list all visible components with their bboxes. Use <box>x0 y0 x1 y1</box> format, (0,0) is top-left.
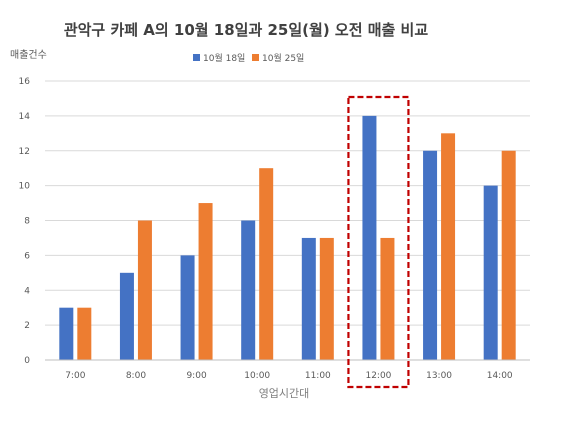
legend-swatch <box>252 54 259 61</box>
bar-series-2 <box>77 307 92 360</box>
bar-series-2 <box>441 133 456 360</box>
bar-series-2 <box>501 150 516 360</box>
x-tick-label: 8:00 <box>126 371 146 381</box>
x-tick-label: 10:00 <box>244 371 270 381</box>
y-tick-label: 8 <box>24 217 30 227</box>
x-tick-label: 13:00 <box>426 371 452 381</box>
y-tick-label: 10 <box>19 182 31 192</box>
y-tick-label: 12 <box>19 147 30 157</box>
x-axis-label: 영업시간대 <box>259 387 310 400</box>
bar-series-1 <box>362 115 377 360</box>
x-tick-label: 9:00 <box>186 371 206 381</box>
y-tick-label: 16 <box>19 77 31 87</box>
legend-label: 10월 25일 <box>262 52 304 64</box>
legend-swatch <box>193 54 200 61</box>
x-axis-ticks: 7:00 8:00 9:00 10:00 11:00 12:00 13:00 14:00 <box>65 371 513 381</box>
y-tick-label: 6 <box>24 251 30 261</box>
bars <box>59 115 516 360</box>
y-tick-label: 0 <box>24 356 30 366</box>
highlight-box <box>347 95 410 389</box>
bar-series-2 <box>198 203 213 360</box>
bar-series-2 <box>319 237 334 360</box>
bar-series-1 <box>301 237 316 360</box>
gridlines <box>45 80 530 326</box>
x-tick-label: 11:00 <box>305 371 331 381</box>
y-tick-label: 2 <box>24 321 30 331</box>
x-tick-label: 7:00 <box>65 371 85 381</box>
x-tick-label: 12:00 <box>365 371 391 381</box>
y-tick-label: 4 <box>24 286 30 296</box>
bar-series-1 <box>483 185 498 360</box>
x-tick-label: 14:00 <box>487 371 513 381</box>
bar-series-1 <box>241 220 256 360</box>
legend: 10월 18일 10월 25일 <box>193 52 304 64</box>
chart-title: 관악구 카페 A의 10월 18일과 25일(월) 오전 매출 비교 <box>64 21 429 39</box>
bar-series-1 <box>180 255 195 360</box>
y-tick-label: 14 <box>19 112 31 122</box>
legend-label: 10월 18일 <box>203 52 245 64</box>
bar-series-2 <box>259 168 274 360</box>
bar-series-2 <box>380 237 395 360</box>
bar-series-1 <box>423 150 438 360</box>
y-axis-ticks: 0 2 4 6 8 10 12 14 16 <box>19 77 31 366</box>
bar-series-1 <box>59 307 74 360</box>
bar-series-2 <box>137 220 152 360</box>
bar-series-1 <box>119 272 134 360</box>
y-axis-label: 매출건수 <box>10 49 47 61</box>
